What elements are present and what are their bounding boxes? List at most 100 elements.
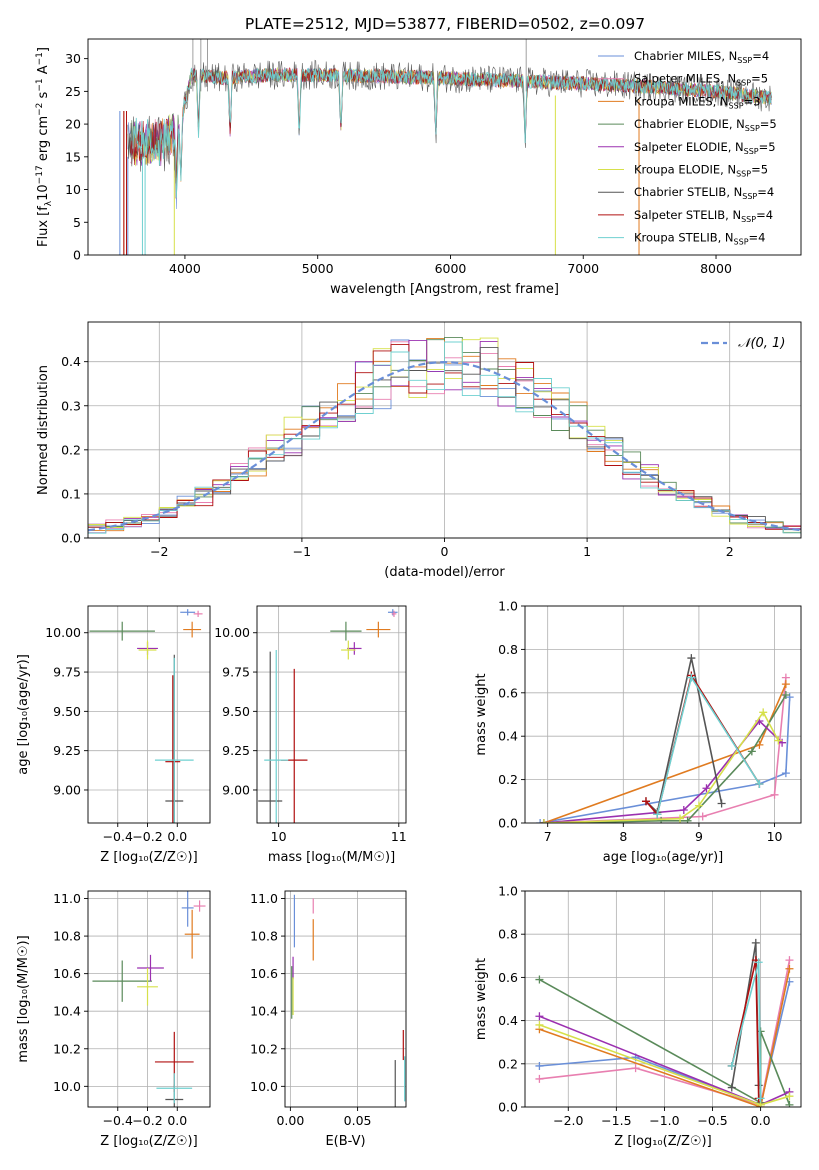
y-tick-label: 0.0 bbox=[498, 816, 518, 831]
y-tick-label: 0.4 bbox=[498, 1013, 518, 1028]
y-tick-label: 0.3 bbox=[61, 398, 81, 413]
legend-label-sub: SSP bbox=[736, 79, 751, 88]
x-tick-label: −0.4 bbox=[103, 829, 133, 844]
residual-histogram bbox=[88, 341, 801, 534]
legend-label: Kroupa STELIB, NSSP=4 bbox=[634, 231, 765, 247]
x-axis-label: wavelength [Angstrom, rest frame] bbox=[330, 282, 559, 297]
legend-label-tail: =4 bbox=[752, 49, 769, 63]
panel-age_vs_Z: −0.4 −0.2 0.0 9.00 9.25 9.50 9.75 10.00 Z [log₁₀… bbox=[16, 605, 211, 865]
legend-label-main: Kroupa MILES, N bbox=[634, 94, 729, 108]
legend-label-tail: =3 bbox=[744, 94, 761, 108]
errorbar-point bbox=[181, 891, 194, 927]
y-tick-label: 1.0 bbox=[498, 884, 518, 899]
y-axis-label-part: erg cm bbox=[36, 116, 51, 165]
y-axis-label-part: −1 bbox=[35, 78, 45, 91]
y-tick-label: 0.0 bbox=[61, 531, 81, 546]
y-tick-label: 0.1 bbox=[61, 486, 81, 501]
legend-label: Chabrier ELODIE, NSSP=5 bbox=[634, 117, 777, 133]
legend-label-tail: =5 bbox=[760, 117, 777, 131]
y-axis-label: age [log₁₀(age/yr)] bbox=[16, 654, 31, 775]
legend-label-tail: =5 bbox=[751, 72, 768, 86]
y-tick-label: 9.75 bbox=[222, 665, 250, 680]
y-tick-label: 10 bbox=[65, 182, 81, 197]
y-tick-label: 9.00 bbox=[53, 782, 81, 797]
errorbar-point bbox=[341, 640, 356, 660]
plot-area bbox=[88, 336, 801, 535]
y-tick-label: 0.4 bbox=[61, 354, 81, 369]
weight-marker bbox=[751, 938, 760, 947]
errorbar-point bbox=[264, 650, 289, 823]
y-tick-label: 10.2 bbox=[250, 1041, 278, 1056]
legend-label-main: Salpeter ELODIE, N bbox=[634, 140, 744, 154]
weight-marker bbox=[747, 747, 756, 756]
x-tick-label: 8000 bbox=[700, 261, 732, 276]
y-tick-label: 0.2 bbox=[498, 772, 518, 787]
y-tick-label: 9.25 bbox=[222, 743, 250, 758]
y-tick-label: 9.25 bbox=[53, 743, 81, 758]
y-tick-label: 10.6 bbox=[250, 966, 278, 981]
errorbar-point bbox=[193, 610, 203, 618]
y-axis-label-part: λ bbox=[44, 200, 54, 206]
y-tick-label: 11.0 bbox=[53, 891, 81, 906]
errorbar-point bbox=[366, 621, 391, 638]
weight-marker bbox=[641, 797, 650, 806]
legend-label-sub: SSP bbox=[736, 170, 751, 179]
legend-label: Kroupa MILES, NSSP=3 bbox=[634, 94, 760, 110]
weight-marker bbox=[535, 1020, 544, 1029]
legend-label-sub: SSP bbox=[744, 147, 759, 156]
y-tick-label: 0 bbox=[73, 248, 81, 263]
x-axis-label: E(B-V) bbox=[325, 1134, 365, 1149]
plots-layer: 4000 5000 6000 7000 8000051015202530waveleng… bbox=[16, 38, 802, 1149]
legend-label-main: Kroupa ELODIE, N bbox=[634, 163, 736, 177]
y-axis-label-part: 10 bbox=[36, 184, 51, 201]
errorbar-point bbox=[92, 960, 152, 1002]
weight-series bbox=[539, 959, 791, 1106]
x-tick-label: 2 bbox=[726, 544, 734, 559]
legend-label-sub: SSP bbox=[742, 192, 757, 201]
gaussian-curve bbox=[88, 360, 801, 532]
y-tick-label: 10.8 bbox=[250, 929, 278, 944]
x-axis-label: age [log₁₀(age/yr)] bbox=[603, 850, 724, 865]
errorbar-point bbox=[347, 642, 362, 655]
axes-frame bbox=[87, 38, 802, 256]
y-tick-label: 9.75 bbox=[53, 665, 81, 680]
x-tick-label: −0.4 bbox=[103, 1113, 133, 1128]
errorbar-point bbox=[89, 621, 155, 641]
x-axis-label: Z [log₁₀(Z/Z☉)] bbox=[614, 1134, 711, 1149]
y-axis-label-part: s bbox=[36, 91, 51, 102]
legend-label-sub: SSP bbox=[729, 101, 744, 110]
spectrum-series bbox=[127, 59, 772, 178]
spectrum-series bbox=[132, 67, 772, 198]
x-tick-label: −0.5 bbox=[697, 1113, 727, 1128]
weight-marker bbox=[755, 779, 764, 788]
errorbar-point bbox=[387, 609, 398, 616]
errorbar-point bbox=[193, 900, 206, 912]
y-axis-label: Flux [fλ10−17 erg cm−2 s−1 A−1] bbox=[35, 47, 54, 247]
y-axis-label-part: A bbox=[36, 65, 51, 78]
figure-title: PLATE=2512, MJD=53877, FIBERID=0502, z=0… bbox=[245, 15, 645, 33]
axes-frame bbox=[524, 890, 802, 1108]
weight-marker bbox=[535, 1061, 544, 1070]
weight-marker bbox=[702, 784, 711, 793]
weight-series bbox=[539, 981, 791, 1106]
weight-marker bbox=[694, 801, 703, 810]
axes-frame bbox=[256, 605, 407, 824]
legend-label-tail: =5 bbox=[751, 163, 768, 177]
weight-marker bbox=[727, 1061, 736, 1070]
weight-marker bbox=[727, 1083, 736, 1092]
legend-label-tail: =4 bbox=[756, 208, 773, 222]
y-axis-label-part: ] bbox=[36, 47, 51, 52]
y-axis-label-part: −2 bbox=[35, 103, 45, 116]
x-tick-label: 4000 bbox=[169, 261, 201, 276]
weight-series bbox=[543, 710, 780, 823]
x-tick-label: 0.0 bbox=[167, 829, 187, 844]
x-tick-label: −1.0 bbox=[649, 1113, 679, 1128]
x-tick-label: −1 bbox=[293, 544, 311, 559]
y-tick-label: 1.0 bbox=[498, 599, 518, 614]
weight-series bbox=[539, 697, 791, 823]
legend-label-main: Salpeter MILES, N bbox=[634, 72, 736, 86]
y-tick-label: 0.2 bbox=[61, 442, 81, 457]
y-tick-label: 10.8 bbox=[53, 929, 81, 944]
legend-label-main: Kroupa STELIB, N bbox=[634, 231, 734, 245]
